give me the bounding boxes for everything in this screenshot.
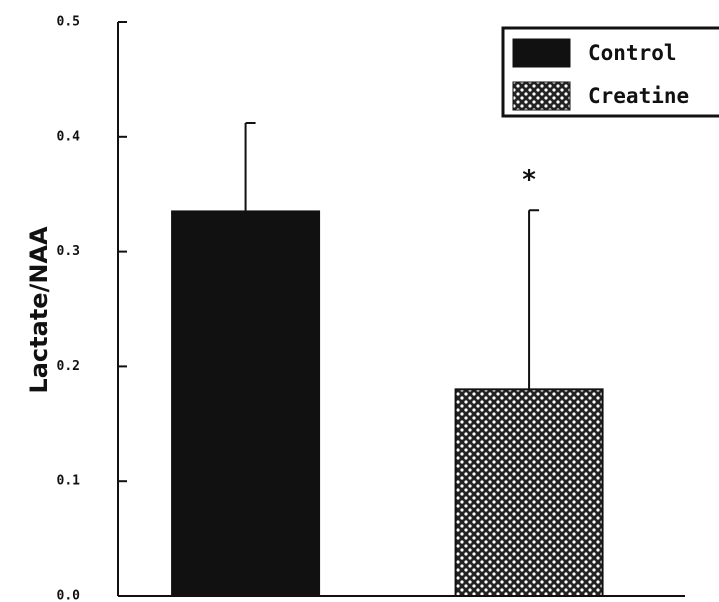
y-tick-label: 0.5 — [57, 15, 80, 30]
error-bar — [244, 122, 256, 212]
error-bar — [528, 209, 540, 390]
legend-label: Creatine — [588, 84, 689, 108]
bar — [454, 388, 604, 597]
y-axis-label: Lactate/NAA — [25, 226, 53, 394]
y-tick-label: 0.4 — [57, 129, 81, 144]
y-tick-label: 0.1 — [57, 474, 81, 489]
y-tick-label: 0.0 — [57, 589, 81, 602]
legend-swatch — [512, 38, 571, 68]
y-tick-label: 0.3 — [57, 244, 80, 259]
legend-swatch — [512, 81, 571, 111]
y-tick-label: 0.2 — [57, 359, 80, 374]
annotation: * — [521, 165, 537, 195]
bar — [171, 210, 321, 597]
legend-label: Control — [588, 41, 677, 65]
